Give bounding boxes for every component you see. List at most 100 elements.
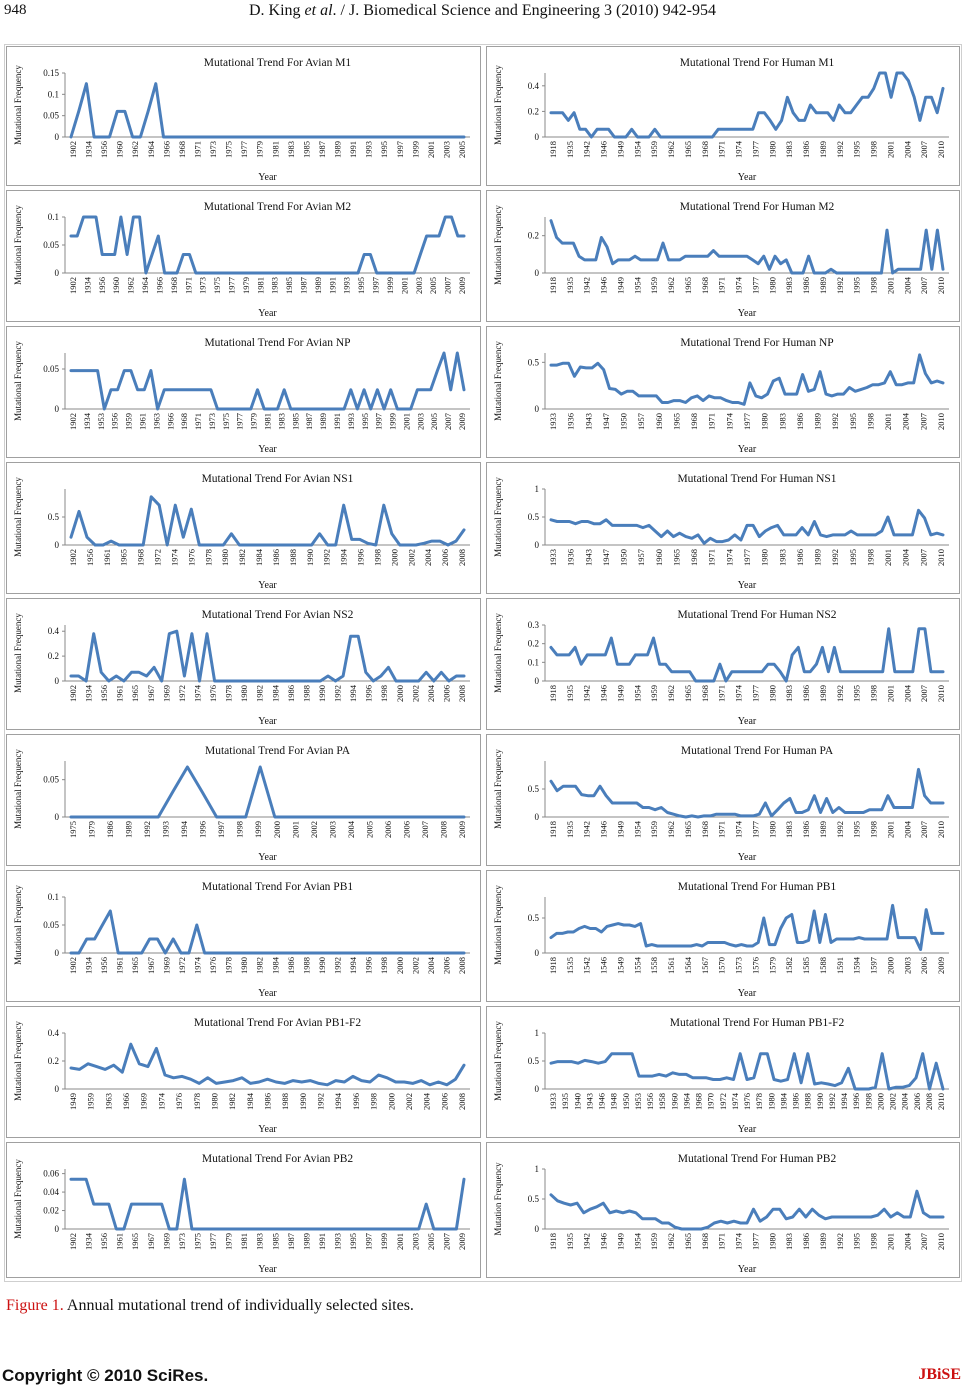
x-tick-label: 1977 [750, 277, 760, 294]
x-tick-label: 1902 [68, 413, 78, 430]
y-tick-label: 0.02 [43, 1206, 59, 1216]
x-tick-label: 1979 [255, 141, 265, 158]
x-axis-label: Year [738, 852, 757, 863]
x-tick-label: 1974 [724, 548, 734, 566]
x-tick-label: 1986 [105, 821, 115, 838]
x-tick-label: 2007 [919, 141, 929, 158]
x-tick-label: 1979 [87, 821, 97, 838]
x-tick-label: 1984 [270, 956, 280, 974]
x-tick-label: 1980 [239, 957, 249, 974]
x-tick-label: 1558 [649, 957, 659, 974]
chart-title: Mutational Trend For Avian PB1-F2 [194, 1017, 361, 1029]
x-tick-label: 1962 [130, 141, 140, 158]
x-tick-label: 1974 [192, 956, 202, 974]
x-tick-label: 1994 [339, 548, 349, 566]
x-tick-label: 1998 [869, 685, 879, 702]
x-tick-label: 1985 [301, 141, 311, 158]
y-tick-label: 0 [55, 812, 60, 822]
x-tick-label: 1984 [778, 1092, 788, 1110]
x-tick-label: 2006 [441, 957, 451, 974]
x-tick-label: 1975 [68, 821, 78, 838]
x-tick-label: 2003 [415, 413, 425, 430]
x-tick-label: 1956 [110, 413, 120, 430]
x-tick-label: 1956 [85, 549, 95, 566]
series-line [69, 909, 466, 955]
x-tick-label: 1993 [161, 821, 171, 838]
x-tick-label: 1974 [169, 548, 179, 566]
x-tick-label: 1989 [318, 413, 328, 430]
x-tick-label: 1982 [227, 1093, 237, 1110]
line-chart: Mutational Trend For Avian NS2 Mutational… [13, 609, 470, 727]
x-tick-label: 1976 [174, 1093, 184, 1110]
x-tick-label: 1990 [298, 1093, 308, 1110]
x-tick-label: 1989 [818, 277, 828, 294]
chart-panel: Mutational Trend For Avian PB1 Mutational… [6, 870, 481, 1002]
x-tick-label: 1564 [683, 956, 693, 974]
y-tick-label: 0.2 [528, 106, 539, 116]
x-tick-label: 2004 [423, 548, 433, 566]
line-chart: Mutational Trend For Human NS2 Mutational… [493, 609, 949, 727]
x-tick-label: 2007 [441, 1233, 451, 1250]
x-tick-label: 1973 [177, 1233, 187, 1250]
x-tick-label: 1989 [813, 549, 823, 566]
line-chart: Mutational Trend For Avian PB1 Mutational… [13, 881, 470, 999]
figure-caption: Figure 1. Annual mutational trend of ind… [6, 1297, 414, 1315]
x-tick-label: 1949 [615, 821, 625, 838]
series-line [69, 1177, 466, 1231]
x-axis-label: Year [738, 444, 757, 455]
x-tick-label: 2004 [901, 412, 911, 430]
chart-title: Mutational Trend For Avian PA [205, 745, 351, 757]
x-tick-label: 1962 [126, 277, 136, 294]
chart-panel: Mutational Trend For Avian NS1 Mutational… [6, 462, 481, 594]
x-tick-label: 1996 [364, 685, 374, 702]
x-tick-label: 1995 [348, 1233, 358, 1250]
x-tick-label: 2001 [885, 821, 895, 838]
x-tick-label: 1995 [852, 821, 862, 838]
x-tick-label: 1971 [717, 1233, 727, 1250]
x-tick-label: 1542 [582, 957, 592, 974]
y-axis-label: Mutational Frequency [13, 1159, 23, 1239]
chart-panel: Mutational Trend For Human NP Mutational … [486, 326, 960, 458]
x-tick-label: 1963 [103, 1093, 113, 1110]
chart-panel: Mutational Trend For Human M2 Mutational … [486, 190, 960, 322]
line-chart: Mutational Trend For Avian PB2 Mutational… [13, 1153, 470, 1275]
x-tick-label: 2003 [410, 1233, 420, 1250]
x-tick-label: 1972 [718, 1093, 728, 1110]
x-tick-label: 1997 [216, 821, 226, 838]
x-tick-label: 1958 [657, 1093, 667, 1110]
y-tick-label: 0.1 [528, 657, 539, 667]
x-tick-label: 1980 [760, 413, 770, 430]
x-tick-label: 1980 [767, 1233, 777, 1250]
y-axis-label: Mutation Frequency [493, 1162, 503, 1236]
x-tick-label: 1981 [255, 277, 265, 294]
series-line [69, 215, 466, 275]
x-tick-label: 1982 [255, 685, 265, 702]
x-tick-label: 1998 [869, 1233, 879, 1250]
x-tick-label: 2005 [364, 821, 374, 838]
x-tick-label: 1965 [683, 141, 693, 158]
x-tick-label: 1996 [198, 821, 208, 838]
chart-title: Mutational Trend For Human PB2 [678, 1153, 837, 1165]
x-tick-label: 1953 [633, 1093, 643, 1110]
x-tick-label: 2001 [885, 685, 895, 702]
x-tick-label: 1934 [82, 276, 92, 294]
x-tick-label: 1982 [237, 549, 247, 566]
x-tick-label: 2004 [422, 1092, 432, 1110]
x-tick-label: 1947 [601, 413, 611, 430]
x-tick-label: 1962 [666, 141, 676, 158]
x-tick-label: 1902 [68, 685, 78, 702]
x-tick-label: 1974 [734, 1232, 744, 1250]
chart-panel: Mutational Trend For Human NS2 Mutational… [486, 598, 960, 730]
x-tick-label: 2006 [440, 549, 450, 566]
x-tick-label: 1992 [830, 549, 840, 566]
x-tick-label: 2001 [885, 277, 895, 294]
x-tick-label: 1979 [224, 1233, 234, 1250]
x-tick-label: 2002 [410, 685, 420, 702]
y-tick-label: 0.06 [43, 1169, 59, 1179]
x-tick-label: 2004 [426, 956, 436, 974]
chart-panel: Mutational Trend For Human PA Mutational … [486, 734, 960, 866]
x-tick-label: 1989 [818, 685, 828, 702]
x-tick-label: 1902 [68, 141, 78, 158]
y-axis-label: Mutational Frequency [493, 205, 503, 285]
y-axis-label: Mutational Frequency [13, 205, 23, 285]
